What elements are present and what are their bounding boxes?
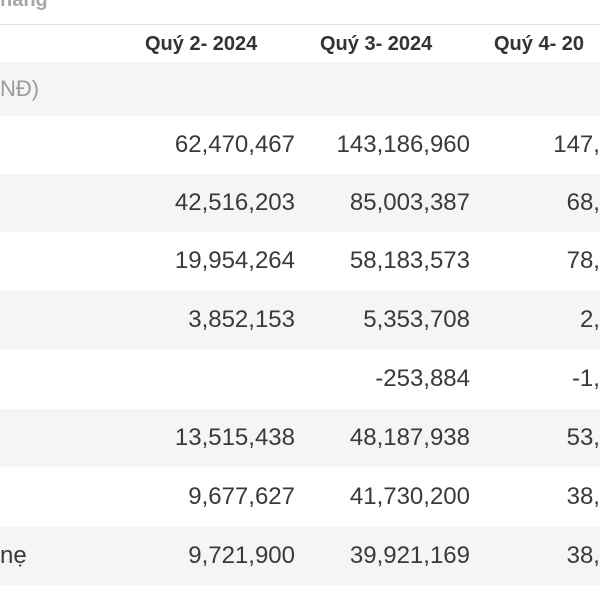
table-cell-q3: 48,187,938 <box>349 424 470 451</box>
table-cell-q2: 9,677,627 <box>188 483 295 510</box>
table-cell-q3: -253,884 <box>375 365 470 392</box>
table-cell-q4: 38,088 <box>566 483 600 510</box>
table-row[interactable]: 62,470,467 143,186,960 147,073 <box>0 116 600 174</box>
table-cell-q2: 62,470,467 <box>174 131 295 158</box>
unit-row: NĐ) <box>0 62 600 116</box>
table-cell-q3: 41,730,200 <box>349 483 470 510</box>
table-cell-q3: 85,003,387 <box>349 189 470 216</box>
table-row[interactable]: nẹ 9,721,900 39,921,169 38,432 <box>0 527 600 585</box>
table-cell-q3: 39,921,169 <box>349 542 470 569</box>
table-cell-q2: 42,516,203 <box>174 189 295 216</box>
table-cell-q4: 38,432 <box>566 542 600 569</box>
table-cell-q4: 147,073 <box>553 131 600 158</box>
table-cell-q4: -1,208 <box>571 365 600 392</box>
column-header-q4-partial[interactable]: Quý 4- 20 <box>494 33 585 55</box>
unit-label: NĐ) <box>0 76 40 101</box>
table-cell-q3: 5,353,708 <box>363 306 470 333</box>
table-cell-q4: 53,490 <box>566 424 600 451</box>
table-cell-q2: 3,852,153 <box>188 306 295 333</box>
table-row[interactable]: 3,852,153 5,353,708 2,637 <box>0 291 600 349</box>
table-cell-q4: 2,637 <box>579 306 600 333</box>
table-row[interactable]: -253,884 -1,208 <box>0 350 600 408</box>
column-header-q3-2024[interactable]: Quý 3- 2024 <box>320 33 433 55</box>
table-row[interactable]: 19,954,264 58,183,573 78,985 <box>0 232 600 290</box>
table-header-row: Quý 2- 2024 Quý 3- 2024 Quý 4- 20 <box>0 24 600 64</box>
table-cell-q2: 13,515,438 <box>174 424 295 451</box>
table-cell-q4: 68,088 <box>566 189 600 216</box>
table-row[interactable]: 13,515,438 48,187,938 53,490 <box>0 409 600 467</box>
row-label: nẹ <box>0 542 27 569</box>
table-cell-q4: 78,985 <box>566 247 600 274</box>
table-cell-q2 <box>135 350 295 408</box>
section-title-fragment: nang <box>0 0 48 11</box>
table-row[interactable]: 9,677,627 41,730,200 38,088 <box>0 468 600 526</box>
table-cell-q3: 58,183,573 <box>349 247 470 274</box>
table-cell-q2: 9,721,900 <box>188 542 295 569</box>
column-header-q2-2024[interactable]: Quý 2- 2024 <box>145 33 258 55</box>
table-cell-q2: 19,954,264 <box>174 247 295 274</box>
table-row[interactable]: 42,516,203 85,003,387 68,088 <box>0 174 600 232</box>
table-cell-q3: 143,186,960 <box>336 131 470 158</box>
